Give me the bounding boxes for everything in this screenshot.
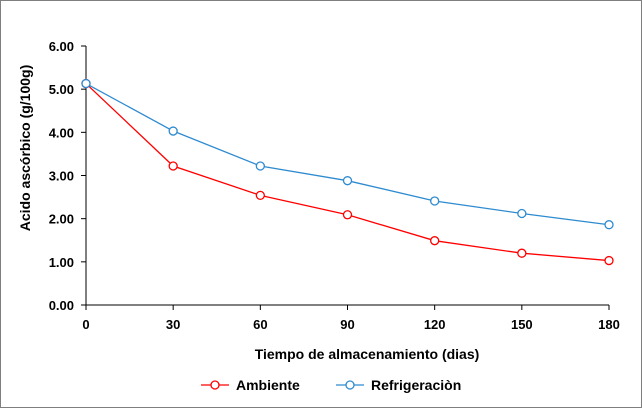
series-line-ambiente	[85, 83, 610, 262]
y-tick-label: 0.00	[49, 298, 74, 313]
data-point-ambiente	[342, 210, 353, 220]
x-axis-title: Tiempo de almacenamiento (dias)	[255, 346, 480, 362]
data-point-ambiente	[517, 248, 527, 258]
y-tick-label: 4.00	[49, 125, 74, 140]
x-tick-label: 0	[82, 317, 89, 332]
legend: Ambiente Refrigeraciòn	[201, 377, 461, 393]
y-axis-title: Acido ascórbico (g/100g)	[17, 65, 33, 231]
ticks: 0.00 1.00 2.00 3.00 4.00 5.00 6.00 0 30 60 90 120 15…	[49, 39, 620, 332]
x-tick-label: 30	[166, 317, 180, 332]
y-tick-label: 2.00	[49, 212, 74, 227]
data-point-refrigeracion	[168, 126, 178, 136]
y-tick-label: 3.00	[49, 169, 74, 184]
data-point-ambiente	[604, 255, 614, 266]
data-point-ambiente	[168, 161, 178, 171]
series-refrigeracion	[81, 78, 614, 230]
x-tick-label: 90	[340, 317, 354, 332]
legend-label-ambiente: Ambiente	[236, 377, 300, 393]
x-tick-label: 150	[511, 317, 533, 332]
data-point-refrigeracion	[255, 161, 265, 171]
x-tick-label: 60	[253, 317, 267, 332]
x-tick-label: 180	[598, 317, 620, 332]
legend-item-refrigeracion: Refrigeraciòn	[336, 377, 461, 393]
y-tick-label: 6.00	[49, 39, 74, 54]
legend-label-refrigeracion: Refrigeraciòn	[371, 377, 461, 393]
series-line-refrigeracion	[85, 82, 610, 226]
y-tick-label: 5.00	[49, 82, 74, 97]
data-point-ambiente	[255, 190, 265, 201]
legend-swatch-marker-ambiente	[210, 380, 220, 390]
x-tick-label: 120	[424, 317, 446, 332]
data-point-refrigeracion	[517, 208, 527, 219]
legend-item-ambiente: Ambiente	[201, 377, 300, 393]
data-point-refrigeracion	[342, 176, 353, 186]
data-point-refrigeracion	[430, 196, 440, 206]
data-point-ambiente	[430, 236, 440, 246]
y-tick-label: 1.00	[49, 255, 74, 270]
data-point-refrigeracion	[81, 78, 91, 89]
axes	[85, 46, 609, 306]
series	[81, 78, 614, 266]
data-point-refrigeracion	[604, 220, 614, 230]
series-ambiente	[81, 78, 614, 266]
legend-swatch-marker-refrigeracion	[345, 380, 355, 390]
